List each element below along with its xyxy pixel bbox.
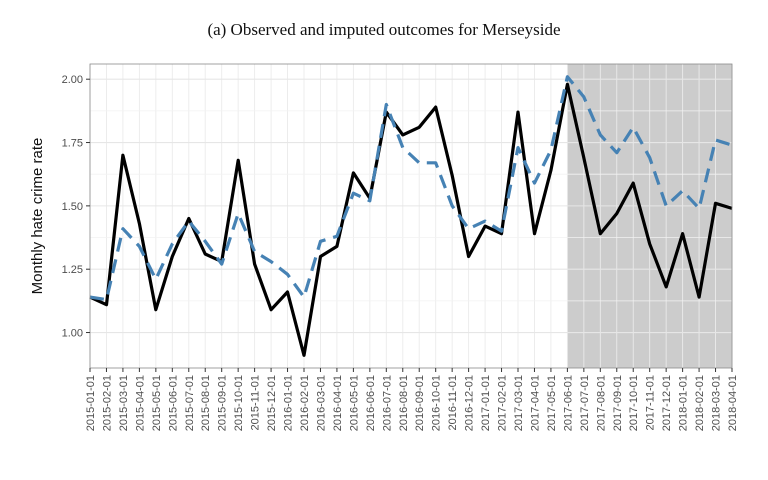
x-tick-label: 2015-11-01 [250,375,262,430]
x-tick-label: 2016-07-01 [381,375,393,431]
x-tick-label: 2016-09-01 [414,375,426,431]
x-tick-label: 2016-10-01 [431,375,443,431]
x-tick-label: 2016-05-01 [348,375,360,431]
x-tick-label: 2015-10-01 [233,375,245,431]
x-tick-label: 2015-05-01 [151,375,163,431]
y-tick-label: 1.50 [62,201,83,213]
x-tick-label: 2015-12-01 [266,375,278,431]
x-tick-label: 2015-02-01 [101,375,113,431]
y-tick-label: 2.00 [62,74,83,86]
plot-border [89,63,733,369]
x-tick-label: 2017-04-01 [529,375,541,431]
x-tick-label: 2015-01-01 [85,375,97,431]
x-tick-label: 2016-02-01 [299,375,311,431]
x-tick-label: 2018-03-01 [711,375,723,431]
x-tick-label: 2017-01-01 [480,375,492,431]
y-tick-label: 1.75 [62,138,83,150]
x-tick-label: 2015-03-01 [118,375,130,431]
x-tick-label: 2016-03-01 [315,375,327,431]
x-tick-label: 2016-06-01 [365,375,377,431]
y-axis-title: Monthly hate crime rate [29,138,46,295]
x-tick-label: 2015-09-01 [217,375,229,431]
y-tick-label: 1.25 [62,264,83,276]
x-tick-label: 2016-11-01 [447,375,459,430]
x-tick-label: 2017-05-01 [546,375,558,431]
x-tick-label: 2017-11-01 [645,375,657,430]
x-tick-label: 2015-06-01 [167,375,179,431]
x-tick-label: 2016-08-01 [398,375,410,431]
x-tick-label: 2018-01-01 [678,375,690,431]
x-tick-label: 2016-12-01 [464,375,476,431]
x-tick-label: 2017-12-01 [661,375,673,431]
imputed-series-line [89,75,733,302]
x-tick-label: 2017-09-01 [612,375,624,431]
x-tick-label: 2018-02-01 [694,375,706,431]
chart-title: (a) Observed and imputed outcomes for Me… [207,20,561,39]
x-tick-label: 2015-07-01 [184,375,196,431]
x-tick-label: 2016-04-01 [332,375,344,431]
x-tick-label: 2017-03-01 [513,375,525,431]
x-tick-label: 2017-06-01 [562,375,574,431]
x-tick-label: 2016-01-01 [283,375,295,431]
x-tick-label: 2017-10-01 [628,375,640,431]
x-tick-label: 2017-08-01 [595,375,607,431]
x-tick-label: 2015-08-01 [200,375,212,431]
x-tick-label: 2017-07-01 [579,375,591,431]
x-tick-label: 2018-04-01 [727,375,739,431]
x-tick-label: 2015-04-01 [134,375,146,431]
y-tick-label: 1.00 [62,328,83,340]
x-tick-label: 2017-02-01 [497,375,509,431]
observed-series-line [89,82,733,357]
